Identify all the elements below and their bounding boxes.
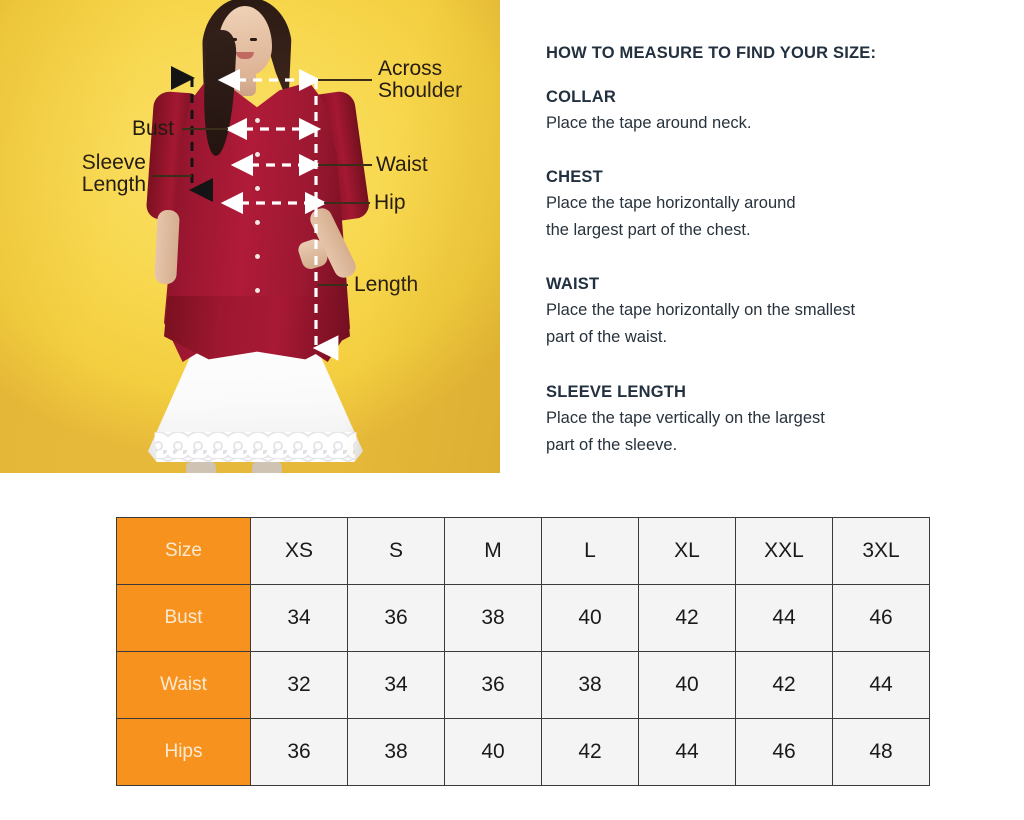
cell-waist-l: 38: [541, 651, 639, 719]
cell-waist-m: 36: [444, 651, 542, 719]
label-waist: Waist: [376, 153, 428, 176]
guide-section-chest: CHEST Place the tape horizontally around…: [546, 168, 1016, 244]
cell-bust-l: 40: [541, 584, 639, 652]
table-row: Hips 36 38 40 42 44 46 48: [116, 718, 930, 786]
model-eye-right: [250, 38, 257, 41]
cell-bust-xl: 42: [638, 584, 736, 652]
cell-hips-xl: 44: [638, 718, 736, 786]
model-smile: [236, 52, 254, 59]
measurement-illustration-panel: Across Shoulder Bust Sleeve Length Waist…: [0, 0, 500, 473]
how-to-measure-panel: HOW TO MEASURE TO FIND YOUR SIZE: COLLAR…: [500, 0, 1024, 475]
cell-bust-m: 38: [444, 584, 542, 652]
table-row: Bust 34 36 38 40 42 44 46: [116, 584, 930, 652]
cell-waist-xs: 32: [250, 651, 348, 719]
kurti-button: [255, 254, 260, 259]
cell-size-l: L: [541, 517, 639, 585]
guide-body: Place the tape horizontally around the l…: [546, 194, 796, 239]
guide-heading: CHEST: [546, 168, 603, 186]
model-shoe-left: [186, 460, 216, 473]
cell-size-3xl: 3XL: [832, 517, 930, 585]
cell-hips-xs: 36: [250, 718, 348, 786]
cell-size-xs: XS: [250, 517, 348, 585]
guide-section-collar: COLLAR Place the tape around neck.: [546, 88, 1016, 137]
cell-bust-s: 36: [347, 584, 445, 652]
kurti-button: [255, 186, 260, 191]
kurti-button: [255, 152, 260, 157]
label-hip: Hip: [374, 191, 406, 214]
cell-hips-l: 42: [541, 718, 639, 786]
cell-size-xxl: XXL: [735, 517, 833, 585]
top-section: Across Shoulder Bust Sleeve Length Waist…: [0, 0, 1024, 475]
label-sleeve-length: Sleeve Length: [81, 151, 146, 196]
cell-size-xl: XL: [638, 517, 736, 585]
cell-hips-xxl: 46: [735, 718, 833, 786]
model-figure: [140, 0, 390, 473]
row-label-waist: Waist: [116, 651, 251, 719]
guide-title: HOW TO MEASURE TO FIND YOUR SIZE:: [546, 44, 877, 62]
label-length: Length: [354, 273, 419, 296]
guide-heading: COLLAR: [546, 88, 616, 106]
row-label-size: Size: [116, 517, 251, 585]
cell-hips-m: 40: [444, 718, 542, 786]
table-row: Size XS S M L XL XXL 3XL: [116, 517, 930, 585]
guide-body: Place the tape around neck.: [546, 114, 752, 132]
cell-size-s: S: [347, 517, 445, 585]
kurti-button: [255, 288, 260, 293]
model-forearm-left: [154, 209, 180, 285]
kurti-button: [255, 220, 260, 225]
size-chart-body: Size XS S M L XL XXL 3XL Bust 34 36 38 4…: [116, 517, 930, 786]
cell-size-m: M: [444, 517, 542, 585]
size-chart-table-wrapper: Size XS S M L XL XXL 3XL Bust 34 36 38 4…: [116, 517, 930, 786]
model-shoe-right: [252, 460, 282, 473]
skirt-lace-trim: [154, 432, 357, 462]
size-chart-table: Size XS S M L XL XXL 3XL Bust 34 36 38 4…: [116, 517, 930, 786]
row-label-hips: Hips: [116, 718, 251, 786]
guide-section-sleeve-length: SLEEVE LENGTH Place the tape vertically …: [546, 383, 1016, 459]
row-label-bust: Bust: [116, 584, 251, 652]
cell-hips-s: 38: [347, 718, 445, 786]
cell-waist-xxl: 42: [735, 651, 833, 719]
guide-section-waist: WAIST Place the tape horizontally on the…: [546, 275, 1016, 351]
label-bust: Bust: [131, 117, 174, 140]
guide-heading: WAIST: [546, 275, 600, 293]
cell-hips-3xl: 48: [832, 718, 930, 786]
cell-waist-s: 34: [347, 651, 445, 719]
kurti-button: [255, 118, 260, 123]
guide-body: Place the tape vertically on the largest…: [546, 409, 825, 454]
cell-bust-xs: 34: [250, 584, 348, 652]
cell-bust-xxl: 44: [735, 584, 833, 652]
guide-body: Place the tape horizontally on the small…: [546, 301, 856, 346]
cell-waist-3xl: 44: [832, 651, 930, 719]
cell-waist-xl: 40: [638, 651, 736, 719]
label-across-shoulder: Across Shoulder: [378, 57, 463, 102]
cell-bust-3xl: 46: [832, 584, 930, 652]
guide-heading: SLEEVE LENGTH: [546, 383, 687, 401]
table-row: Waist 32 34 36 38 40 42 44: [116, 651, 930, 719]
